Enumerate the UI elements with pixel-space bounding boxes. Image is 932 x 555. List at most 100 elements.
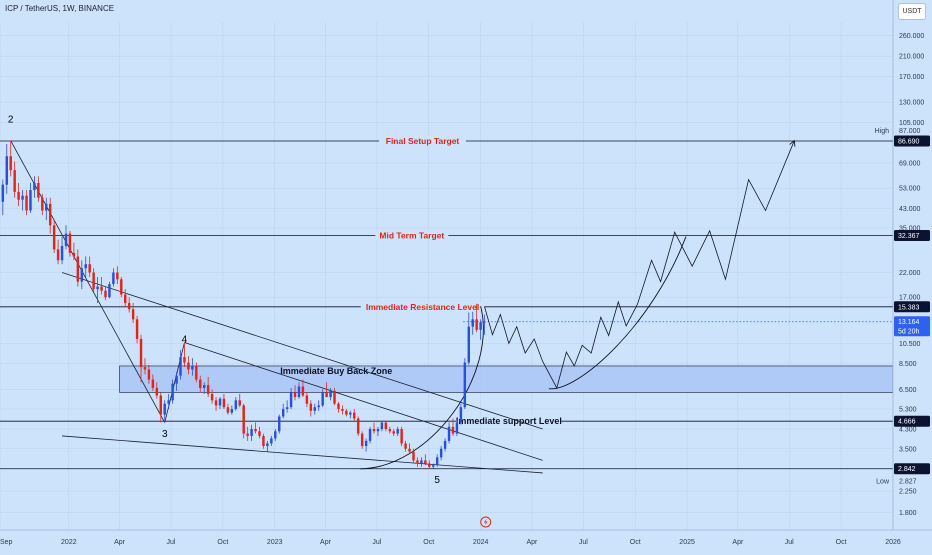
candle-body [483, 321, 486, 323]
candle-body [293, 392, 297, 398]
candle-body [147, 369, 151, 380]
level-label-bg [456, 416, 562, 426]
y-tick-label: 35.000 [899, 225, 921, 232]
projection-path [484, 140, 795, 390]
candle-body [356, 418, 360, 434]
trendline [61, 272, 543, 430]
candle-body [96, 286, 99, 290]
level-label: Immediate Resistance Level [366, 302, 479, 312]
candle-body [127, 303, 131, 310]
x-tick-label: 2023 [267, 539, 283, 546]
candle-body [56, 249, 60, 261]
candle-body [360, 433, 364, 447]
currency-button[interactable]: USDT [898, 3, 926, 20]
candle-body [167, 400, 170, 404]
y-tick-label: 43.000 [899, 206, 921, 213]
x-tick-label: Apr [732, 539, 744, 546]
candle-body [25, 195, 28, 211]
y-tick-label: 5.300 [899, 406, 917, 413]
candle-body [159, 395, 162, 415]
x-tick-label: 2025 [679, 539, 695, 546]
candle-body [376, 429, 380, 432]
price-tag [894, 135, 930, 147]
price-tag-label: 15.383 [898, 304, 920, 311]
candle-body [246, 433, 249, 436]
extreme-name: High [875, 128, 890, 135]
trendline [10, 140, 166, 423]
level-label: Final Setup Target [386, 136, 460, 146]
x-tick-label: Apr [527, 539, 539, 546]
candle-body [151, 379, 155, 388]
candle-body [416, 460, 419, 464]
candle-body [135, 319, 139, 339]
candle-body [428, 463, 431, 467]
candle-body [262, 435, 265, 447]
candle-body [84, 264, 87, 269]
extreme-value: 87.000 [899, 128, 921, 135]
candle-body [191, 365, 194, 370]
candle-body [1, 184, 5, 202]
y-tick-label: 130.000 [899, 100, 924, 107]
y-tick-label: 170.000 [899, 74, 924, 81]
x-tick-label: 2022 [61, 539, 77, 546]
candle-body [463, 362, 467, 408]
level-label: Mid Term Target [379, 230, 444, 240]
candle-body [435, 457, 439, 466]
candle-body [439, 448, 443, 458]
candle-body [21, 195, 24, 200]
x-tick-label: Apr [114, 539, 126, 546]
candle-body [368, 429, 372, 441]
candle-body [372, 429, 376, 432]
candle-body [349, 412, 352, 415]
y-tick-label: 3.500 [899, 446, 917, 453]
candle-body [412, 451, 415, 461]
candle-body [380, 422, 384, 430]
candle-body [120, 279, 123, 295]
candle-body [195, 365, 198, 380]
candle-body [333, 390, 336, 404]
y-tick-label: 6.500 [899, 387, 917, 394]
y-tick-label: 2.250 [899, 489, 917, 496]
price-tag-label: 2.842 [898, 466, 916, 473]
candle-body [45, 203, 48, 211]
wave-label: 3 [162, 429, 168, 440]
candle-body [41, 197, 44, 211]
candle-body [301, 386, 305, 396]
candle-body [420, 460, 423, 464]
candle-body [72, 252, 76, 257]
candle-body [305, 395, 309, 404]
x-tick-label: Jul [579, 539, 588, 546]
price-tag [894, 316, 930, 337]
x-tick-label: Jul [166, 539, 175, 546]
candle-body [230, 408, 234, 413]
y-tick-label: 260.000 [899, 33, 924, 40]
candle-body [479, 322, 482, 330]
trendline [164, 342, 185, 423]
candle-body [443, 440, 447, 449]
candle-body [475, 319, 478, 330]
candle-body [234, 400, 238, 409]
candle-body [104, 290, 107, 298]
candle-body [80, 268, 84, 282]
candle-body [258, 431, 261, 436]
candle-body [278, 416, 281, 432]
candle-body [210, 393, 214, 401]
level-label-bg [379, 136, 466, 146]
price-tag [894, 229, 930, 241]
candle-body [88, 264, 91, 273]
candle-body [266, 443, 269, 447]
price-tag [894, 301, 930, 313]
candle-body [108, 284, 111, 298]
candle-body [33, 182, 36, 191]
candle-body [124, 294, 127, 304]
y-tick-label: 8.500 [899, 361, 917, 368]
x-tick-label: Oct [630, 539, 641, 546]
candle-body [309, 403, 313, 411]
candle-body [285, 407, 289, 409]
x-tick-label: Jul [785, 539, 794, 546]
y-tick-label: 1.800 [899, 510, 917, 517]
candle-body [155, 387, 159, 396]
y-tick-label: 17.000 [899, 295, 921, 302]
price-tag-label: 13.164 [898, 319, 920, 326]
level-label-bg [360, 301, 485, 311]
